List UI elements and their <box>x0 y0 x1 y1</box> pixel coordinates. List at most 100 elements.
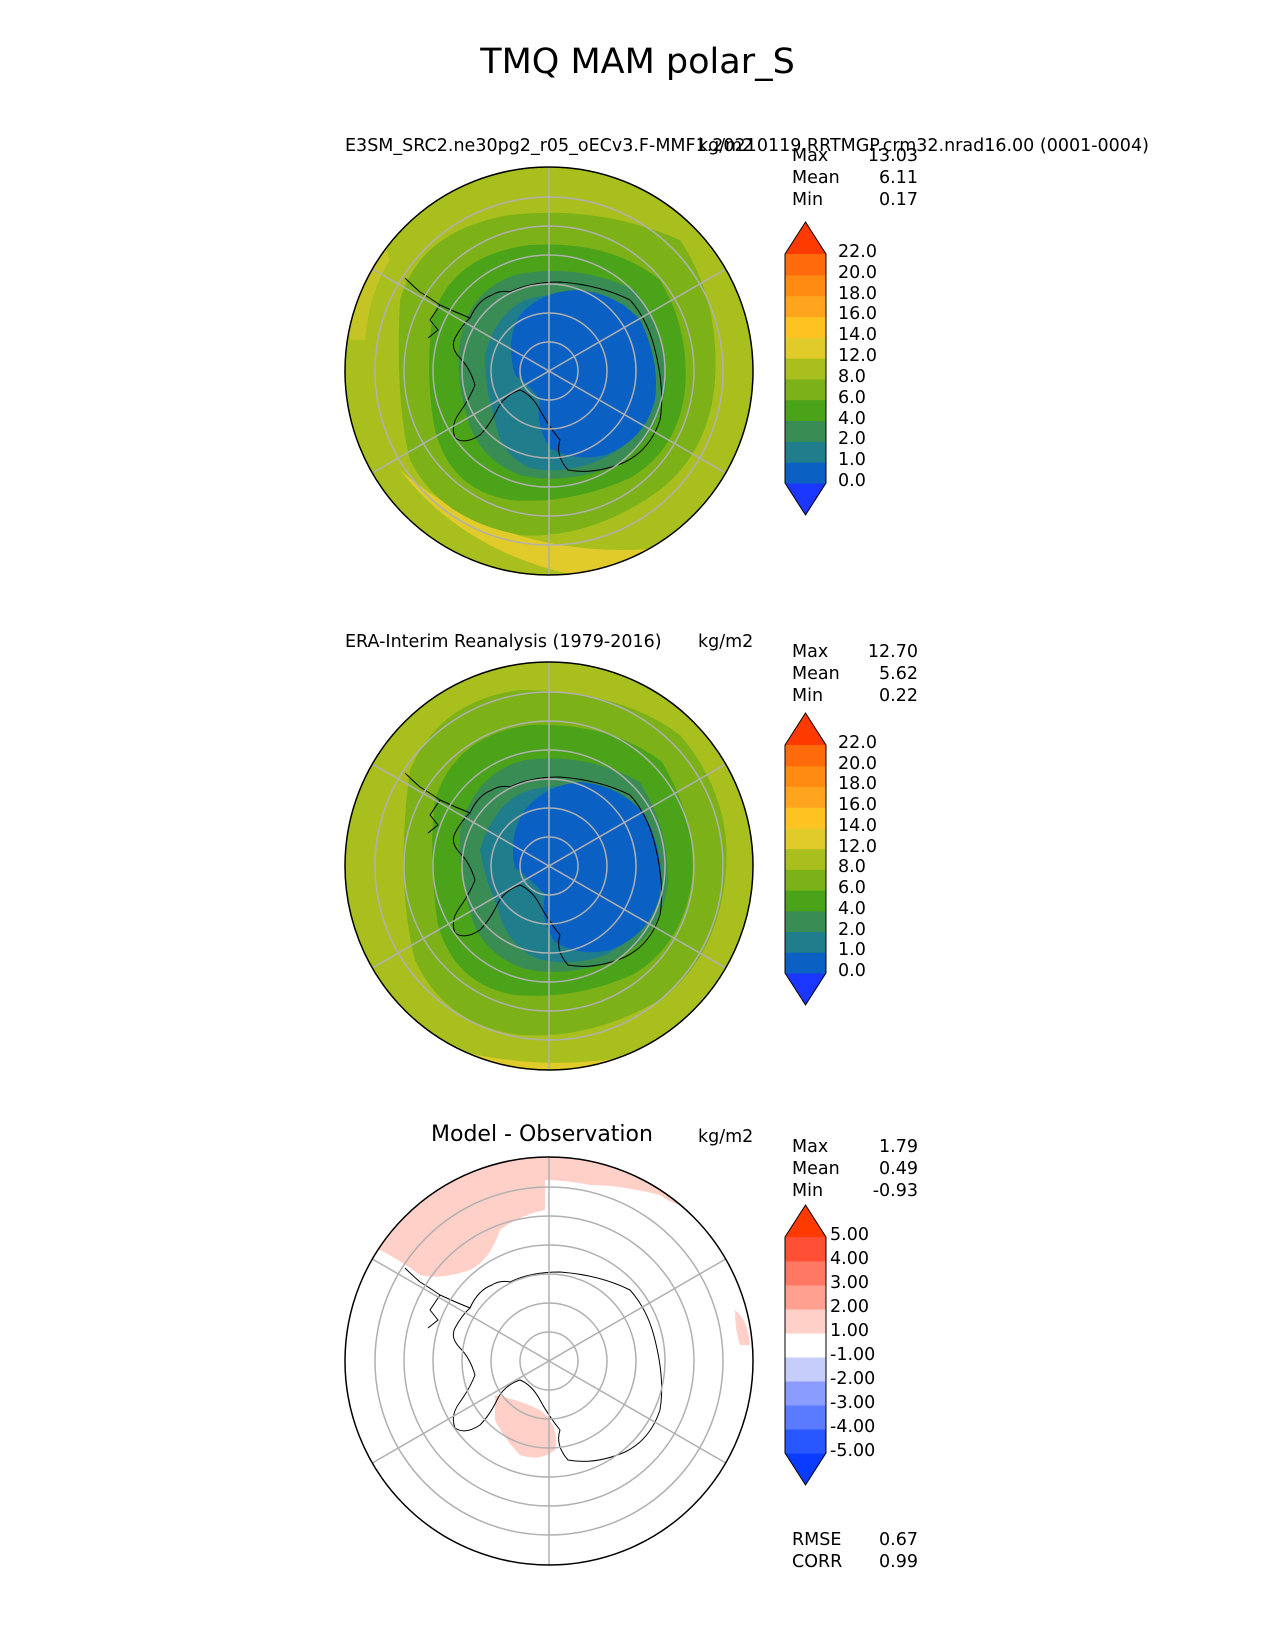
reference-min-value: 0.22 <box>879 686 918 706</box>
test-colorbar-tick-label: 12.0 <box>838 346 877 367</box>
test-graticule <box>371 167 727 575</box>
test-colorbar-tick-label: 14.0 <box>838 325 877 346</box>
reference-colorbar-segment <box>785 807 826 829</box>
difference-colorbar-segment <box>785 1405 826 1430</box>
test-colorbar-tick-label: 4.0 <box>838 408 866 429</box>
reference-map <box>345 662 753 1070</box>
corr-label: CORR <box>792 1552 843 1572</box>
reference-colorbar-extend-high <box>785 713 826 745</box>
test-colorbar-segment <box>785 274 826 297</box>
corr-value: 0.99 <box>879 1552 918 1572</box>
test-min-label: Min <box>792 190 824 210</box>
test-colorbar-segment <box>785 295 826 317</box>
test-colorbar-tick-label: 0.0 <box>838 471 866 491</box>
reference-graticule <box>371 662 727 1070</box>
reference-panel-title: ERA-Interim Reanalysis (1979-2016) <box>345 632 662 652</box>
reference-mean-label: Mean <box>792 664 840 684</box>
reference-colorbar-segment <box>785 910 826 933</box>
difference-panel-title: Model - Observation <box>431 1122 653 1147</box>
test-colorbar-segment <box>785 378 826 401</box>
test-max-label: Max <box>792 146 829 166</box>
difference-graticule <box>371 1157 727 1565</box>
difference-colorbar-extend-high <box>785 1205 826 1237</box>
test-colorbar-segment <box>785 420 826 442</box>
reference-min-label: Min <box>792 686 824 706</box>
rmse-value: 0.67 <box>879 1530 918 1550</box>
reference-colorbar-outline <box>784 712 827 1006</box>
reference-colorbar-tick-label: 6.0 <box>838 878 866 899</box>
difference-colorbar-segment <box>785 1261 826 1286</box>
test-colorbar-segment <box>785 254 826 276</box>
rmse-label: RMSE <box>792 1530 842 1550</box>
test-colorbar-tick-label: 20.0 <box>838 262 877 283</box>
reference-units: kg/m2 <box>698 632 754 652</box>
reference-colorbar-segment <box>785 952 826 974</box>
difference-max-value: 1.79 <box>879 1137 918 1157</box>
difference-colorbar-tick-label: -5.00 <box>830 1441 876 1461</box>
reference-max-label: Max <box>792 642 829 662</box>
difference-colorbar-segment <box>785 1333 826 1358</box>
test-colorbar-segment <box>785 358 826 380</box>
difference-colorbar-tick-label: 2.00 <box>830 1297 869 1317</box>
test-panel-title: E3SM_SRC2.ne30pg2_r05_oECv3.F-MMF1.20210… <box>345 136 1149 156</box>
test-colorbar-tick-label: 2.0 <box>838 429 866 450</box>
reference-colorbar-segment <box>785 931 826 953</box>
reference-colorbar-tick-label: 14.0 <box>838 815 877 836</box>
test-min-value: 0.17 <box>879 190 918 210</box>
difference-colorbar-segment <box>785 1237 826 1262</box>
difference-colorbar-extend-low <box>785 1453 826 1485</box>
test-colorbar-outline <box>784 221 827 516</box>
reference-colorbar-segment <box>785 745 826 767</box>
difference-colorbar-segment <box>785 1357 826 1382</box>
reference-colorbar-tick-label: 4.0 <box>838 898 866 919</box>
difference-colorbar-tick-label: 1.00 <box>830 1321 869 1341</box>
difference-units: kg/m2 <box>698 1127 754 1147</box>
test-colorbar-tick-label: 18.0 <box>838 283 877 304</box>
difference-field-positive-s <box>495 1395 556 1458</box>
reference-max-value: 12.70 <box>867 642 918 662</box>
test-colorbar-tick-label: 6.0 <box>838 387 866 408</box>
difference-colorbar-segment <box>785 1381 826 1406</box>
reference-map-frame <box>344 661 754 1071</box>
reference-colorbar-tick-label: 1.0 <box>838 940 866 961</box>
difference-colorbar-tick-label: -2.00 <box>830 1369 876 1389</box>
difference-min-value: -0.93 <box>872 1181 918 1201</box>
test-colorbar-tick-label: 1.0 <box>838 450 866 471</box>
test-colorbar-extend-high <box>785 222 826 254</box>
test-mean-label: Mean <box>792 168 840 188</box>
reference-colorbar-tick-label: 8.0 <box>838 857 866 878</box>
figure-title: TMQ MAM polar_S <box>480 42 795 82</box>
reference-colorbar-segment <box>785 890 826 912</box>
difference-colorbar-tick-label: -1.00 <box>830 1345 876 1365</box>
test-units: kg/m2 <box>698 136 754 156</box>
test-colorbar-tick-label: 8.0 <box>838 366 866 387</box>
reference-coastline <box>404 772 663 967</box>
difference-colorbar-tick-label: 5.00 <box>830 1225 869 1245</box>
test-colorbar-segment <box>785 462 826 484</box>
difference-colorbar-tick-label: 3.00 <box>830 1273 869 1293</box>
difference-colorbar-tick-label: -4.00 <box>830 1417 876 1437</box>
test-colorbar-tick-label: 16.0 <box>838 304 877 325</box>
reference-colorbar-tick-label: 2.0 <box>838 919 866 940</box>
test-mean-value: 6.11 <box>879 168 918 188</box>
test-coastline <box>404 277 663 472</box>
reference-colorbar-tick-label: 20.0 <box>838 753 877 774</box>
test-max-value: 13.03 <box>867 146 918 166</box>
test-colorbar-tick-label: 22.0 <box>838 242 877 262</box>
test-colorbar-segment <box>785 441 826 463</box>
difference-colorbar-tick-label: 4.00 <box>830 1249 869 1269</box>
test-colorbar-segment <box>785 399 826 422</box>
test-colorbar-segment <box>785 316 826 338</box>
difference-max-label: Max <box>792 1137 829 1157</box>
reference-colorbar-tick-label: 18.0 <box>838 774 877 795</box>
reference-colorbar-segment <box>785 827 826 850</box>
difference-colorbar-segment <box>785 1309 826 1334</box>
difference-map-frame <box>344 1156 754 1566</box>
reference-mean-value: 5.62 <box>879 664 918 684</box>
reference-colorbar-tick-label: 0.0 <box>838 961 866 981</box>
test-colorbar-segment <box>785 337 826 359</box>
test-field-0-1 <box>511 290 656 458</box>
difference-field-positive-e <box>735 1310 750 1345</box>
test-colorbar-extend-low <box>785 483 826 515</box>
